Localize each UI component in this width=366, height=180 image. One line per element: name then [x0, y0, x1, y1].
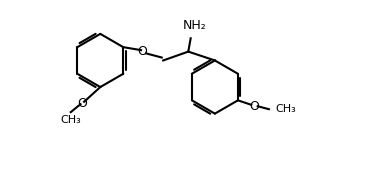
- Text: O: O: [249, 100, 259, 113]
- Text: CH₃: CH₃: [60, 114, 81, 125]
- Text: O: O: [138, 45, 147, 58]
- Text: NH₂: NH₂: [182, 19, 206, 32]
- Text: O: O: [78, 97, 87, 110]
- Text: CH₃: CH₃: [276, 104, 296, 114]
